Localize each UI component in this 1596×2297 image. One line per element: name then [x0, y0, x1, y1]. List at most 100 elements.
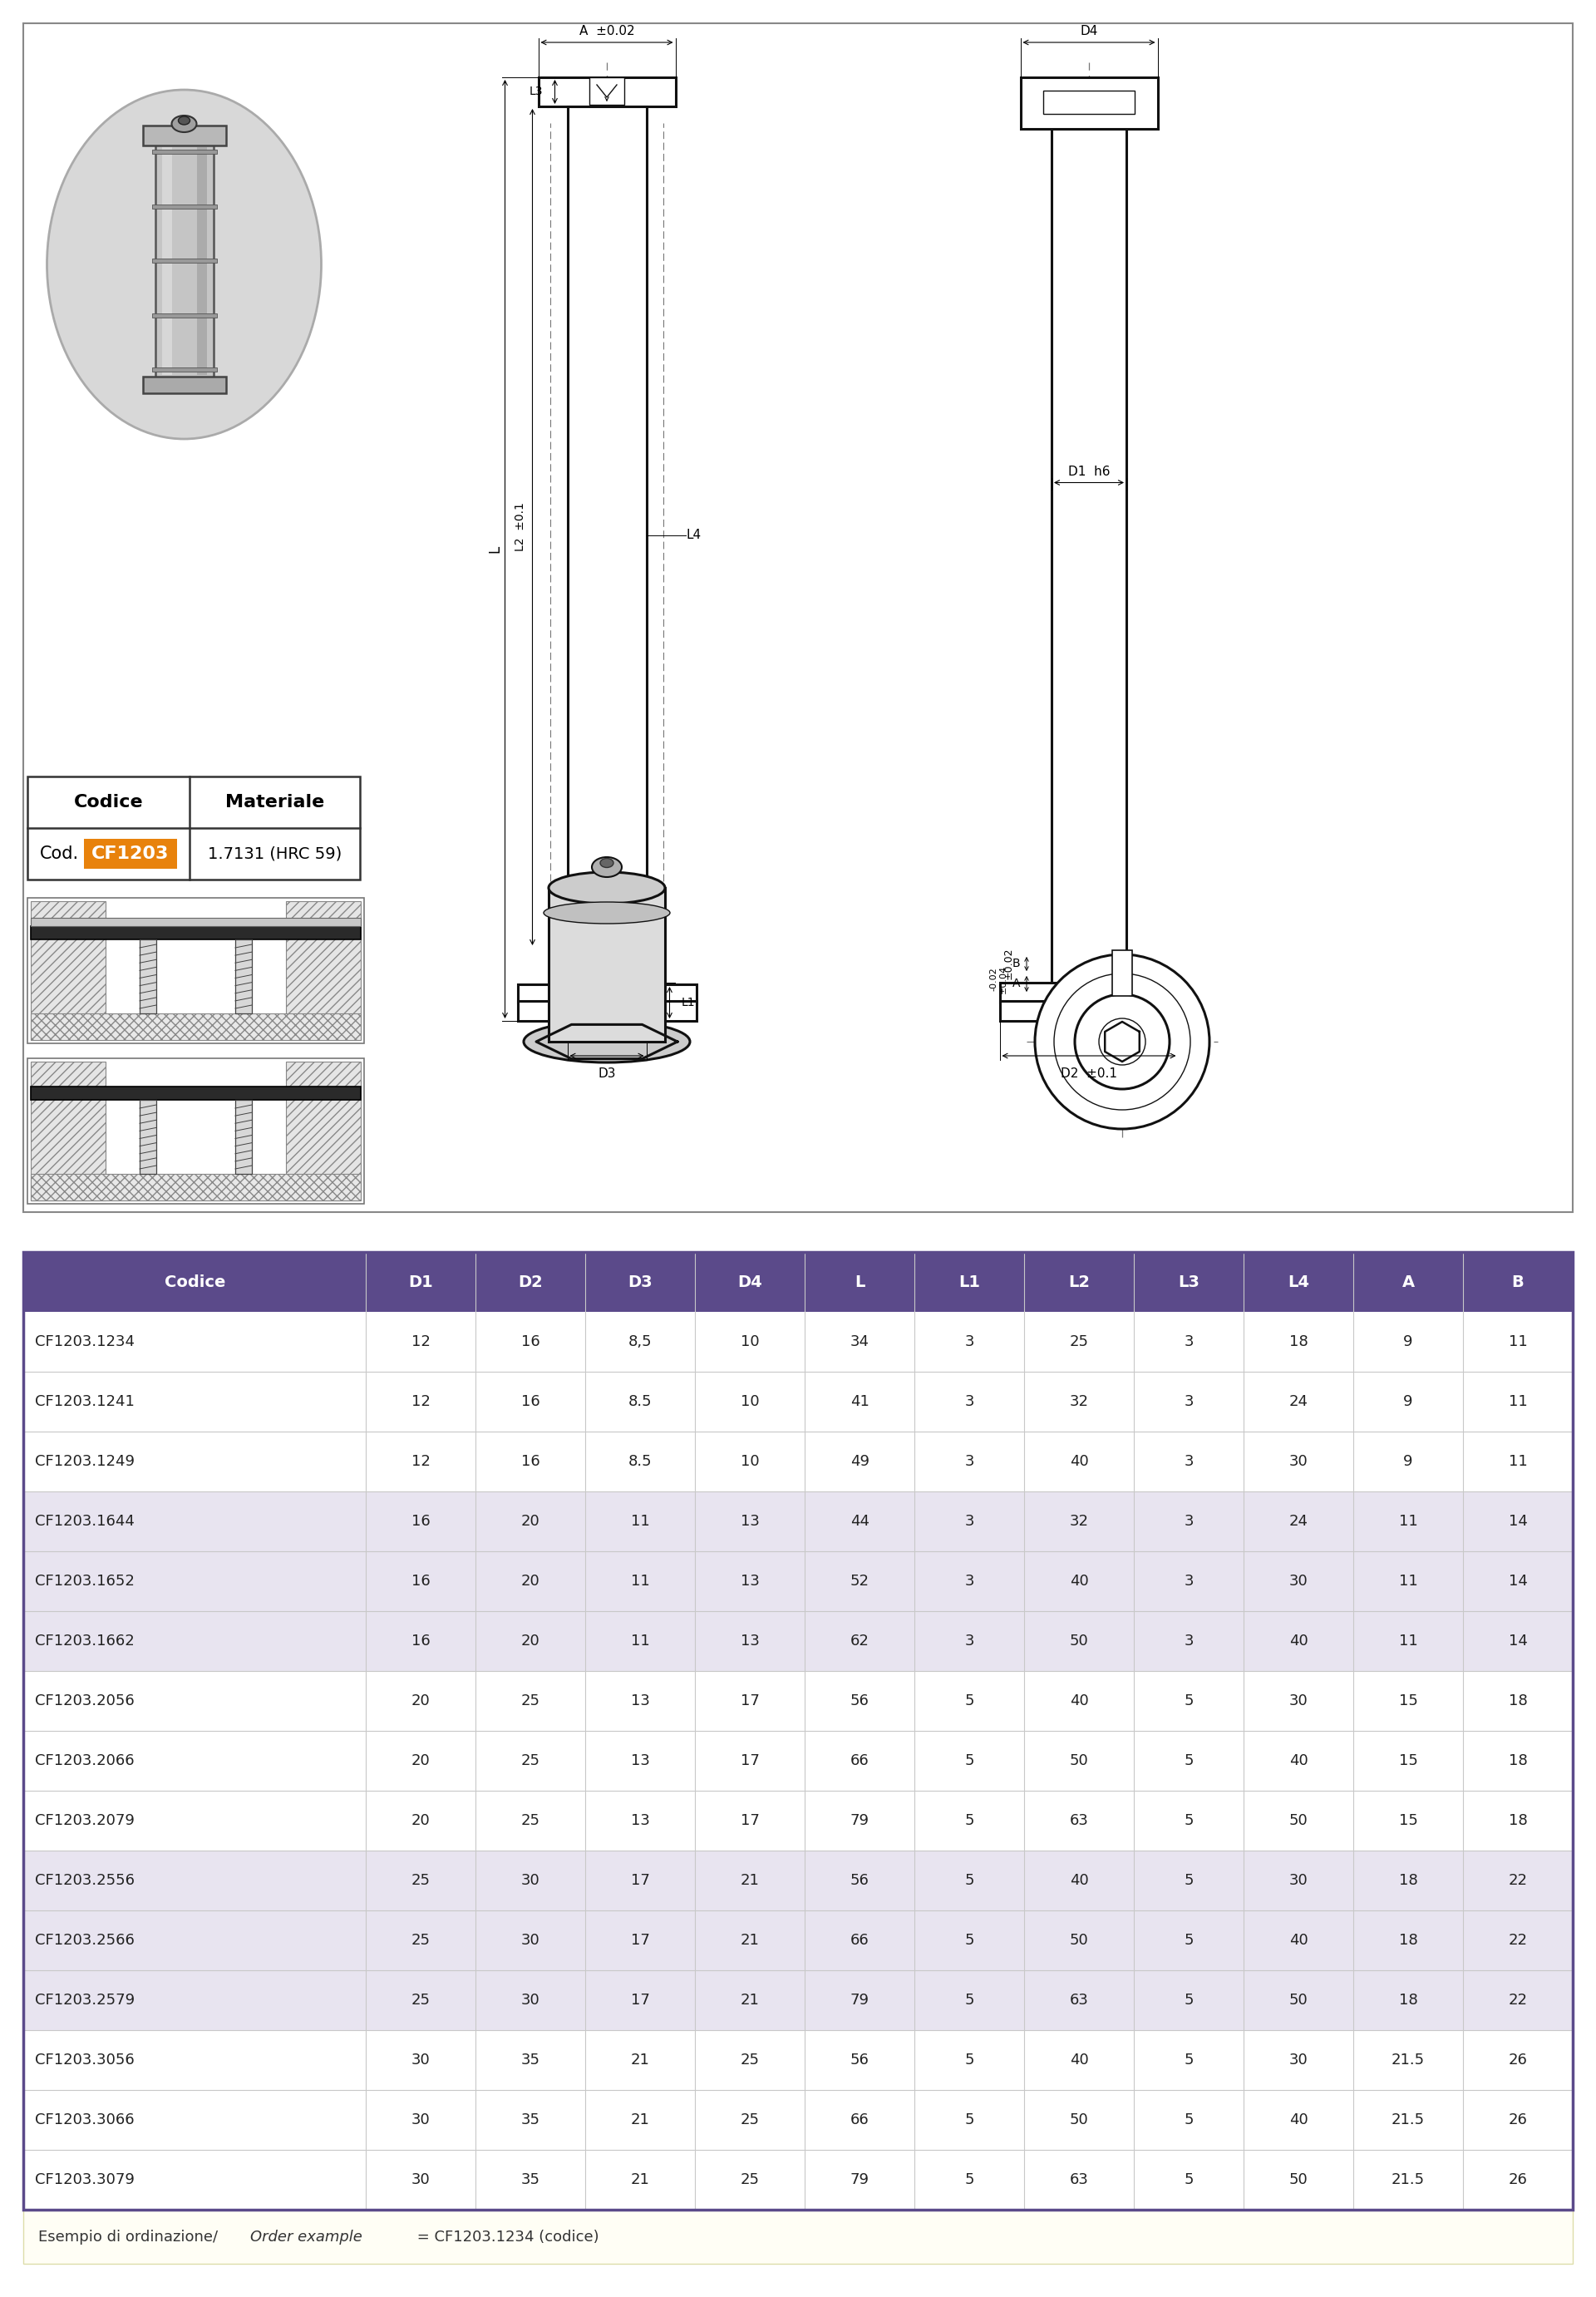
Text: 50: 50	[1290, 2173, 1309, 2187]
Bar	[586, 1971, 696, 2031]
Text: 8.5: 8.5	[629, 1394, 653, 1408]
Ellipse shape	[523, 1020, 689, 1064]
Bar	[1464, 1371, 1572, 1431]
Bar	[1133, 1670, 1243, 1732]
Text: 5: 5	[964, 2113, 974, 2127]
Text: 25: 25	[1069, 1335, 1088, 1348]
Text: = CF1203.1234 (codice): = CF1203.1234 (codice)	[412, 2230, 598, 2244]
Text: L4: L4	[1288, 1275, 1309, 1291]
Text: CF1203: CF1203	[91, 845, 169, 861]
Text: 11: 11	[1398, 1633, 1417, 1649]
Bar	[915, 2031, 1025, 2090]
Text: L1: L1	[959, 1275, 980, 1291]
Text: CF1203.3079: CF1203.3079	[35, 2173, 134, 2187]
Bar	[567, 106, 646, 985]
Bar	[1044, 90, 1135, 115]
Text: 16: 16	[412, 1573, 431, 1590]
Bar	[85, 838, 177, 868]
Bar	[517, 1001, 696, 1020]
Text: 3: 3	[964, 1394, 974, 1408]
Bar	[1025, 1491, 1133, 1550]
Bar	[365, 1252, 476, 1312]
Bar	[30, 1061, 105, 1201]
Bar	[24, 2031, 365, 2090]
Bar	[1133, 1431, 1243, 1491]
Bar	[589, 78, 624, 106]
Text: 21: 21	[630, 2173, 650, 2187]
Bar	[476, 2150, 586, 2210]
Bar	[517, 985, 696, 1001]
Bar	[161, 147, 172, 374]
Text: D1  h6: D1 h6	[1068, 464, 1109, 478]
Bar	[476, 2090, 586, 2150]
Bar	[476, 1312, 586, 1371]
Text: 20: 20	[522, 1514, 539, 1530]
Bar	[24, 1312, 365, 1371]
Bar	[1025, 1610, 1133, 1670]
Text: L1: L1	[681, 997, 694, 1008]
Text: L4: L4	[686, 528, 701, 542]
Text: 30: 30	[1290, 2054, 1309, 2067]
Bar	[365, 2150, 476, 2210]
Bar	[24, 1550, 365, 1610]
Bar	[24, 1252, 365, 1312]
Text: 40: 40	[1069, 1573, 1088, 1590]
Text: 50: 50	[1069, 2113, 1088, 2127]
Bar	[1243, 1312, 1353, 1371]
Text: 18: 18	[1508, 1753, 1527, 1769]
Text: 30: 30	[522, 1932, 539, 1948]
Text: 3: 3	[1184, 1573, 1194, 1590]
Text: 13: 13	[741, 1633, 760, 1649]
Text: CF1203.2056: CF1203.2056	[35, 1693, 134, 1709]
Text: L: L	[487, 544, 503, 554]
Text: 11: 11	[630, 1514, 650, 1530]
Text: 8,5: 8,5	[629, 1335, 653, 1348]
Bar	[1025, 1431, 1133, 1491]
Text: D4: D4	[737, 1275, 763, 1291]
Bar	[476, 1252, 586, 1312]
Text: 79: 79	[851, 1994, 870, 2008]
Bar	[24, 1252, 1572, 2210]
Text: 18: 18	[1508, 1812, 1527, 1828]
Bar	[696, 1550, 804, 1610]
Text: 25: 25	[741, 2054, 760, 2067]
Text: -0.02
±0.04: -0.02 ±0.04	[990, 965, 1007, 995]
Bar	[142, 377, 225, 393]
Text: 9: 9	[1403, 1394, 1412, 1408]
Text: 50: 50	[1069, 1753, 1088, 1769]
Text: 13: 13	[630, 1753, 650, 1769]
Bar	[476, 1911, 586, 1971]
Text: 66: 66	[851, 1753, 870, 1769]
Bar	[915, 2090, 1025, 2150]
Bar	[586, 1610, 696, 1670]
Bar	[196, 147, 206, 374]
Text: 10: 10	[741, 1394, 760, 1408]
Text: 40: 40	[1069, 1872, 1088, 1888]
Text: 35: 35	[520, 2113, 539, 2127]
Bar	[1353, 2031, 1464, 2090]
Text: 5: 5	[1184, 1872, 1194, 1888]
Text: 13: 13	[630, 1693, 650, 1709]
Bar	[27, 898, 364, 1043]
Bar	[1133, 2090, 1243, 2150]
Bar	[915, 2150, 1025, 2210]
Bar	[365, 2031, 476, 2090]
Bar	[915, 1371, 1025, 1431]
Text: 3: 3	[964, 1454, 974, 1470]
Text: 11: 11	[1398, 1514, 1417, 1530]
Bar	[365, 1911, 476, 1971]
Bar	[696, 1371, 804, 1431]
Bar	[1243, 1491, 1353, 1550]
Bar	[24, 1911, 365, 1971]
Text: 41: 41	[851, 1394, 870, 1408]
Text: 11: 11	[630, 1573, 650, 1590]
Text: 5: 5	[1184, 2113, 1194, 2127]
Text: CF1203.1241: CF1203.1241	[35, 1394, 134, 1408]
Text: D2: D2	[519, 1275, 543, 1291]
Bar	[586, 1371, 696, 1431]
Text: L2  ±0.1: L2 ±0.1	[516, 503, 527, 551]
Text: 10: 10	[741, 1454, 760, 1470]
Bar	[1025, 2090, 1133, 2150]
Text: 79: 79	[851, 1812, 870, 1828]
Bar	[1133, 1851, 1243, 1911]
